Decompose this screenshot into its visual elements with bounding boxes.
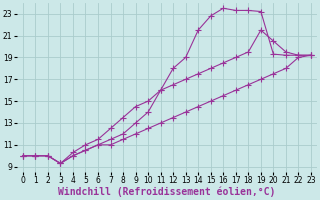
X-axis label: Windchill (Refroidissement éolien,°C): Windchill (Refroidissement éolien,°C)	[58, 187, 276, 197]
